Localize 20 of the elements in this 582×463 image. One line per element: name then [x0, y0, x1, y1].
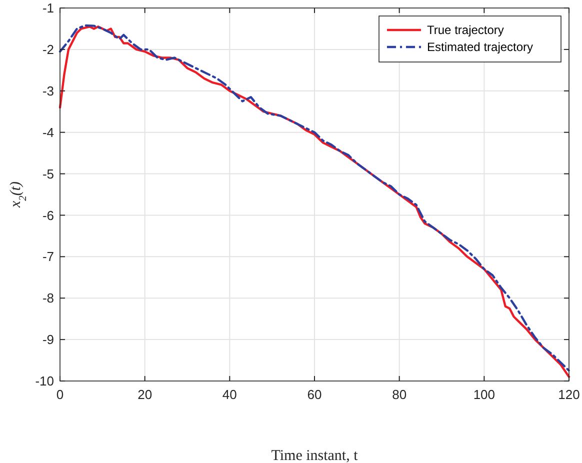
x-tick-label: 20	[138, 387, 152, 402]
x-tick-label: 60	[307, 387, 322, 402]
y-tick-label: -8	[42, 290, 54, 306]
x-axis-title: Time instant, t	[271, 448, 359, 463]
legend-label: Estimated trajectory	[427, 40, 534, 54]
y-tick-label: -1	[42, 0, 54, 16]
y-tick-label: -10	[35, 374, 54, 389]
x-tick-label: 100	[473, 387, 496, 402]
y-tick-label: -9	[42, 332, 54, 348]
y-tick-label: -2	[42, 42, 54, 57]
x-tick-label: 80	[392, 387, 407, 402]
y-tick-label: -3	[42, 83, 54, 98]
x-tick-label: 40	[222, 387, 237, 402]
y-tick-label: -6	[42, 208, 54, 223]
x-tick-label: 120	[558, 387, 580, 402]
legend-label: True trajectory	[427, 23, 504, 38]
y-tick-label: -7	[42, 249, 54, 264]
y-tick-label: -4	[42, 124, 54, 140]
y-tick-label: -5	[42, 166, 54, 182]
x-tick-label: 0	[56, 387, 64, 402]
